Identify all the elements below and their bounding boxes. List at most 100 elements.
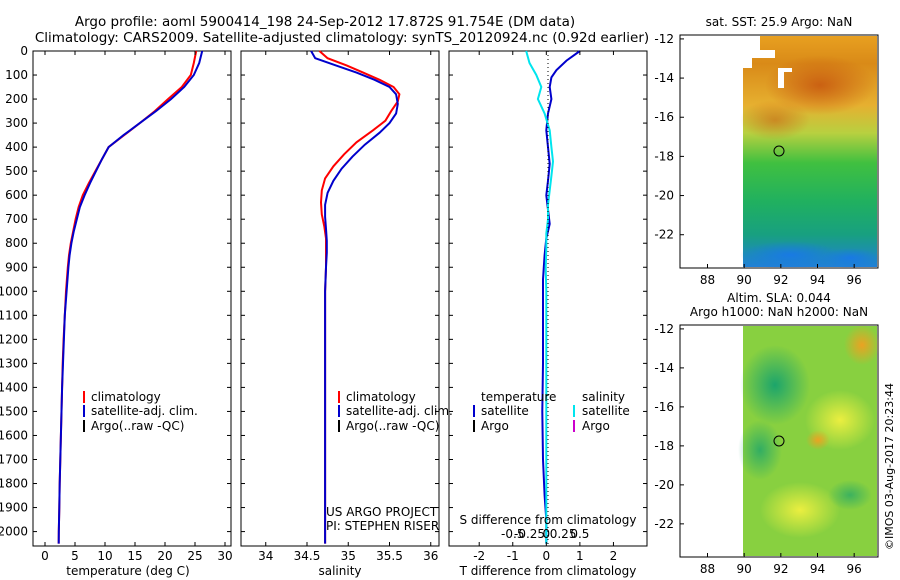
map-y-tick-label: -16 (654, 400, 674, 414)
x-tick-label: 10 (97, 549, 112, 563)
difference-plot: -2 -1 0 1 2-0.5-0.250 0.250.5 (473, 50, 618, 563)
sst-missing-data-mask (778, 68, 792, 88)
top-tick-label: -0.25 (514, 527, 545, 541)
y-tick-label: 1300 (0, 356, 28, 370)
x-tick-label: 5 (71, 549, 79, 563)
y-tick-label: 400 (5, 140, 28, 154)
y-tick-label: 100 (5, 68, 28, 82)
map-y-tick-label: -12 (654, 32, 674, 46)
x-tick-label: 2 (610, 549, 618, 563)
y-tick-label: 1600 (0, 428, 28, 442)
x-tick-label: 0 (543, 549, 551, 563)
temperature-plot: 0 5 10 15 20 25 30 (41, 50, 233, 563)
map-x-tick-label: 88 (700, 562, 715, 576)
imos-credit: ©IMOS 03-Aug-2017 20:23:44 (883, 383, 896, 550)
argo-float-marker (773, 145, 785, 157)
sst-cool-patch (740, 241, 840, 269)
x-tick-label: 0 (41, 549, 49, 563)
y-tick-label: 1500 (0, 404, 28, 418)
map-x-tick-label: 94 (810, 273, 825, 287)
x-tick-label: 36 (423, 549, 438, 563)
y-tick-label: 700 (5, 212, 28, 226)
top-tick-label: 0.25 (550, 527, 577, 541)
map-y-tick-label: -20 (654, 478, 674, 492)
map-x-tick-label: 88 (700, 273, 715, 287)
y-tick-label: 500 (5, 164, 28, 178)
legend-salinity-title: salinity (582, 390, 625, 404)
salinity-legend: climatology satellite-adj. clim. Argo(..… (338, 390, 453, 433)
difference-x-label: T difference from climatology (459, 564, 637, 578)
sst-missing-data-mask (743, 36, 775, 68)
sst-warm-patch (765, 55, 875, 115)
y-tick-label: 0 (20, 44, 28, 58)
sla-low-patch (828, 480, 872, 510)
x-tick-label: 25 (187, 549, 202, 563)
x-tick-label: 34 (258, 549, 273, 563)
salinity-plot-frame (240, 50, 440, 547)
series-line-temperature-satellite (541, 50, 581, 544)
y-tick-label: 300 (5, 116, 28, 130)
temperature-x-label: temperature (deg C) (66, 564, 189, 578)
x-tick-label: 1 (576, 549, 584, 563)
map-y-tick-label: -20 (654, 189, 674, 203)
argo-float-marker (773, 435, 785, 447)
legend-argo-label: Argo(..raw -QC) (346, 419, 439, 433)
y-tick-label: 1800 (0, 477, 28, 491)
map-x-tick-label: 90 (737, 273, 752, 287)
legend-temp-argo-label: Argo (481, 419, 509, 433)
x-tick-label: 15 (127, 549, 142, 563)
x-tick-label: -1 (507, 549, 519, 563)
map-y-tick-label: -16 (654, 110, 674, 124)
top-tick-label: 0.5 (570, 527, 589, 541)
y-tick-label: 1000 (0, 284, 28, 298)
sla-peak-patch (844, 325, 880, 365)
top-tick-label: 0 (543, 527, 551, 541)
map-y-tick-label: -22 (654, 517, 674, 531)
x-tick-label: 20 (157, 549, 172, 563)
sst-warm-patch (740, 100, 810, 140)
header-title-line1: Argo profile: aoml 5900414_198 24-Sep-20… (75, 14, 575, 30)
map-y-tick-label: -18 (654, 439, 674, 453)
y-tick-label: 900 (5, 260, 28, 274)
legend-temp-satellite-label: satellite (481, 404, 529, 418)
map-y-tick-label: -14 (654, 71, 674, 85)
series-line-climatology (57, 50, 198, 544)
map-x-tick-label: 92 (773, 273, 788, 287)
x-tick-label: -2 (473, 549, 485, 563)
sla-map-subtitle: Argo h1000: NaN h2000: NaN (690, 305, 868, 319)
y-tick-label: 1400 (0, 380, 28, 394)
y-tick-label: 200 (5, 92, 28, 106)
map-y-tick-label: -18 (654, 149, 674, 163)
legend-climatology-label: climatology (91, 390, 161, 404)
sla-low-patch (738, 420, 782, 480)
map-x-tick-label: 96 (847, 562, 862, 576)
temperature-plot-frame (32, 50, 232, 547)
series-line-satellite (57, 50, 204, 544)
y-tick-label: 1100 (0, 308, 28, 322)
sla-map (679, 324, 880, 558)
y-tick-label: 1700 (0, 452, 28, 466)
sla-high-patch (760, 482, 840, 538)
map-x-tick-label: 90 (737, 562, 752, 576)
legend-sal-satellite-label: satellite (582, 404, 630, 418)
map-y-tick-label: -22 (654, 228, 674, 242)
project-annotation-line1: US ARGO PROJECT (326, 505, 438, 519)
sla-map-title: Altim. SLA: 0.044 (727, 291, 831, 305)
temperature-legend: climatology satellite-adj. clim. Argo(..… (83, 390, 198, 433)
sst-map-axes: 88 90 92 94 96 -12 -14 -16 -18 -20 -22 (654, 32, 861, 287)
legend-satellite-label: satellite-adj. clim. (346, 404, 453, 418)
salinity-plot: 34 34.5 35 35.5 36 (258, 50, 438, 563)
y-tick-label: 2000 (0, 525, 28, 539)
map-x-tick-label: 92 (773, 562, 788, 576)
y-tick-label: 1900 (0, 501, 28, 515)
top-tick-label: -0.5 (501, 527, 524, 541)
legend-argo-label: Argo(..raw -QC) (91, 419, 184, 433)
y-tick-label: 1200 (0, 332, 28, 346)
x-tick-label: 30 (217, 549, 232, 563)
map-x-tick-label: 96 (847, 273, 862, 287)
legend-sal-argo-label: Argo (582, 419, 610, 433)
map-y-tick-label: -14 (654, 361, 674, 375)
difference-top-label: S difference from climatology (460, 513, 637, 527)
series-line-satellite (310, 50, 399, 544)
